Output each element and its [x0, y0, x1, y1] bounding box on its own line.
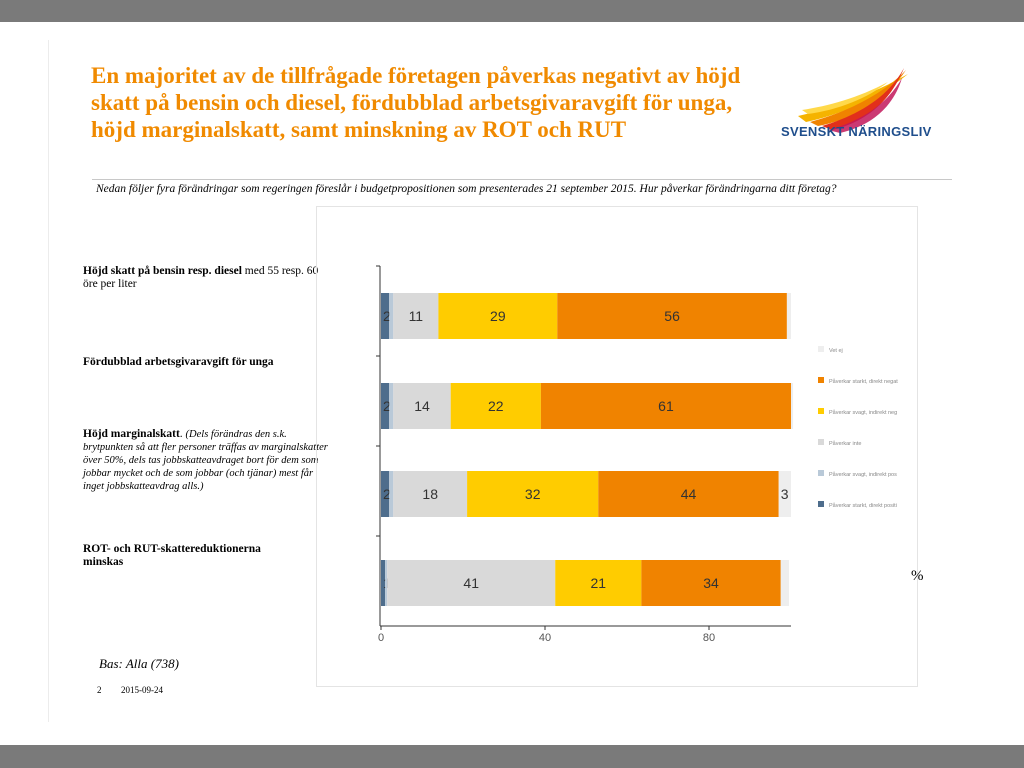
bar-segment — [540, 383, 791, 429]
bar-segment — [387, 560, 556, 606]
slide-title: En majoritet av de tillfrågade företagen… — [91, 63, 741, 142]
bar-segment — [450, 383, 541, 429]
bar-segment — [385, 560, 388, 606]
category-label-rest: med 55 resp. 60 öre per liter — [83, 265, 319, 290]
bar-segment — [393, 293, 439, 339]
legend-label: Påverkar svagt, indirekt neg — [829, 409, 897, 416]
bar-segment — [381, 383, 390, 429]
slide-edge — [48, 40, 49, 722]
data-label: 32 — [525, 486, 541, 502]
data-label: 34 — [703, 575, 719, 591]
percent-sign: % — [911, 568, 924, 584]
stacked-bar-chart: 2112956214226121832443141213404080Vet ej… — [376, 265, 898, 644]
bar-segment — [557, 293, 787, 339]
data-label: 14 — [414, 398, 430, 414]
data-label: 2 — [383, 398, 391, 414]
category-label-1: Höjd skatt på bensin resp. diesel med 55… — [83, 265, 333, 291]
bottom-bar — [0, 745, 1024, 768]
bar-segment — [389, 383, 394, 429]
logo-text: SVENSKT NÄRINGSLIV — [781, 124, 932, 139]
legend-label: Påverkar inte — [829, 440, 861, 447]
data-label: 44 — [681, 486, 697, 502]
category-label-bold: Höjd marginalskatt — [83, 428, 180, 440]
bar-segment — [438, 293, 558, 339]
data-label: 18 — [422, 486, 438, 502]
base-note: Bas: Alla (738) — [99, 656, 179, 671]
legend-swatch — [818, 470, 824, 476]
data-label: 2 — [383, 486, 391, 502]
legend-swatch — [818, 501, 824, 507]
bar-segment — [598, 471, 779, 517]
bar-segment — [791, 383, 794, 429]
bar-segment — [641, 560, 781, 606]
logo-swoosh-icon — [798, 68, 908, 133]
chart-frame — [316, 206, 918, 687]
data-label: 3 — [781, 486, 789, 502]
category-label-bold: Höjd skatt på bensin resp. diesel — [83, 265, 242, 277]
bar-segment — [389, 471, 394, 517]
legend-swatch — [818, 377, 824, 383]
bar-segment — [786, 293, 791, 339]
category-label-2: Fördubblad arbetsgivaravgift för unga — [83, 356, 343, 369]
legend-label: Påverkar svagt, indirekt pos — [829, 471, 897, 478]
bar-segment — [381, 471, 390, 517]
x-tick-label: 80 — [703, 632, 715, 644]
bar-segment — [393, 383, 451, 429]
legend-label: Vet ej — [829, 348, 843, 354]
legend-swatch — [818, 408, 824, 414]
category-label-bold: ROT- och RUT-skattereduktionerna minskas — [83, 543, 261, 568]
legend-label: Påverkar starkt, direkt positi — [829, 502, 897, 509]
slide-date: 2015-09-24 — [121, 685, 163, 695]
data-label: 21 — [591, 575, 607, 591]
bar-segment — [778, 471, 791, 517]
x-tick-label: 0 — [378, 632, 384, 644]
category-label-4: ROT- och RUT-skattereduktionerna minskas — [83, 543, 293, 569]
page-number: 2 — [97, 685, 102, 695]
bar-segment — [555, 560, 642, 606]
legend-swatch — [818, 346, 824, 352]
data-label: 56 — [664, 308, 680, 324]
data-label: 61 — [658, 398, 674, 414]
bar-segment — [393, 471, 468, 517]
data-label: 2 — [383, 308, 391, 324]
data-label: 22 — [488, 398, 504, 414]
title-divider — [92, 179, 952, 180]
x-tick-label: 40 — [539, 632, 551, 644]
top-bar — [0, 0, 1024, 22]
bar-segment — [381, 560, 386, 606]
bar-segment — [389, 293, 394, 339]
data-label: 29 — [490, 308, 506, 324]
category-label-bold: Fördubblad arbetsgivaravgift för unga — [83, 356, 274, 368]
bar-segment — [381, 293, 390, 339]
category-note: (Dels förändras den s.k. brytpunkten så … — [83, 429, 328, 492]
bar-segment — [467, 471, 599, 517]
legend-swatch — [818, 439, 824, 445]
category-label-3: Höjd marginalskatt. (Dels förändras den … — [83, 428, 335, 493]
legend-label: Påverkar starkt, direkt negat — [829, 378, 898, 385]
bar-segment — [780, 560, 789, 606]
data-label: 41 — [463, 575, 479, 591]
category-label-rest: . — [179, 428, 186, 440]
survey-question: Nedan följer fyra förändringar som reger… — [96, 183, 837, 195]
data-label: 11 — [409, 308, 424, 324]
